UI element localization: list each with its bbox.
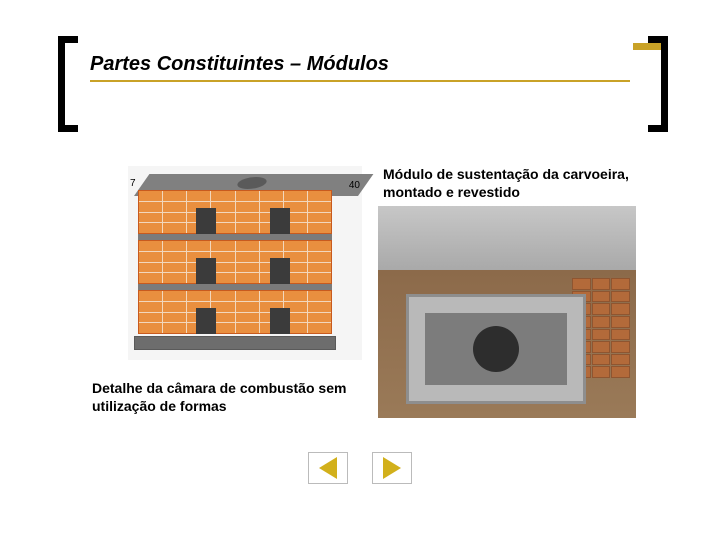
brick-opening [196,308,216,334]
caption-right: Módulo de sustentação da carvoeira, mont… [383,166,633,201]
slide-title: Partes Constituintes – Módulos [90,53,389,76]
bracket-left-top [58,36,78,43]
bracket-right-bottom [648,125,668,132]
prev-button[interactable] [308,452,348,484]
photo-background [378,206,636,270]
nav-buttons [308,452,412,484]
bracket-left [58,36,65,132]
photo-module-inner [425,313,567,385]
caption-left: Detalhe da câmara de combustão sem utili… [92,380,352,415]
bracket-left-bottom [58,125,78,132]
figure-combustion-chamber-diagram: 7 40 [128,166,362,360]
bracket-right [661,36,668,132]
arrow-right-icon [383,457,401,479]
title-bracket-frame [58,36,668,132]
brick-layer [138,240,332,284]
brick-opening [270,308,290,334]
brick-opening [196,258,216,284]
accent-tab [633,43,661,50]
photo-module-box [406,294,586,404]
figure-support-module-photo [378,206,636,418]
brick-opening [196,208,216,234]
brick-opening [270,208,290,234]
brick-layer [138,190,332,234]
next-button[interactable] [372,452,412,484]
photo-module-hole [473,326,519,372]
diagram-base-slab [134,336,336,350]
dimension-label-right: 40 [349,180,360,191]
title-underline [90,80,630,82]
dimension-label-left: 7 [130,178,136,189]
brick-layer [138,290,332,334]
brick-opening [270,258,290,284]
bracket-right-top [648,36,668,43]
arrow-left-icon [319,457,337,479]
